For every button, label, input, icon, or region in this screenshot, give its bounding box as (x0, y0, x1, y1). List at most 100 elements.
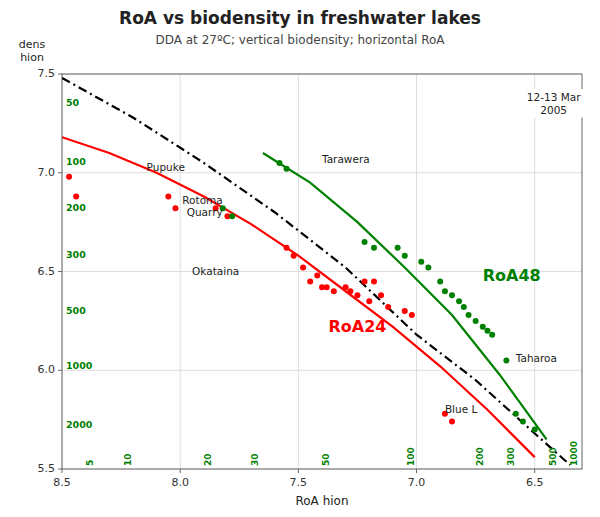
point (532, 427, 538, 433)
point (165, 193, 171, 199)
point (489, 332, 495, 338)
point (461, 304, 467, 310)
tick-mark (58, 271, 62, 272)
point (520, 419, 526, 425)
x-axis-label: RoA hion (295, 494, 348, 508)
tick-mark (58, 370, 62, 371)
point (362, 278, 368, 284)
tick-label: 7.0 (408, 476, 426, 489)
biodensity-label: 100 (66, 156, 86, 167)
point (456, 298, 462, 304)
annotation-group: Pupuke (147, 161, 185, 173)
tick-mark (534, 469, 535, 473)
grid (62, 74, 582, 469)
point (473, 318, 479, 324)
title: RoA vs biodensity in freshwater lakes (119, 8, 481, 28)
chart: RoA vs biodensity in freshwater lakes DDA… (0, 0, 600, 517)
annotation-line: 12-13 Mar (527, 91, 581, 103)
tick-label: 8.0 (171, 476, 189, 489)
point (442, 288, 448, 294)
biodensity-label: 200 (475, 447, 485, 466)
biodensity-label: 500 (66, 305, 86, 316)
biodensity-label: 1000 (66, 360, 93, 371)
point (378, 292, 384, 298)
annotation-group: Quarry (187, 206, 223, 218)
grid-line (62, 370, 582, 371)
point (371, 278, 377, 284)
point (418, 259, 424, 265)
grid-line (62, 172, 582, 173)
plot-frame (62, 74, 582, 469)
annotation-line: Pupuke (147, 161, 185, 173)
point (314, 272, 320, 278)
annotation-line: Rotoma (182, 194, 222, 206)
point (425, 265, 431, 271)
point (513, 411, 519, 417)
point (284, 166, 290, 172)
line (62, 78, 570, 465)
point (354, 292, 360, 298)
point (229, 213, 235, 219)
annotation: Blue L (445, 403, 478, 415)
point (449, 419, 455, 425)
point (402, 253, 408, 259)
line (62, 137, 535, 457)
y-axis-label-line: dens (19, 38, 46, 51)
annotation: RoA48 (483, 266, 541, 285)
annotation-group: Okataina (192, 265, 239, 277)
annotation-group: RoA24 (328, 317, 386, 336)
annotation-line: 2005 (540, 104, 567, 116)
point (307, 278, 313, 284)
tick-mark (58, 172, 62, 173)
annotation-line: RoA48 (483, 266, 541, 285)
biodensity-label: 1000 (569, 441, 579, 466)
tick-mark (298, 469, 299, 473)
point (503, 357, 509, 363)
point (362, 239, 368, 245)
subtitle: DDA at 27ºC; vertical biodensity; horizo… (155, 33, 445, 47)
annotation-line: Tarawera (321, 153, 370, 165)
annotation-group: Rotoma (182, 194, 222, 206)
biodensity-label: 500 (548, 447, 558, 466)
tick-mark (180, 469, 181, 473)
point (385, 304, 391, 310)
annotation-line: Quarry (187, 206, 223, 218)
annotation: RoA24 (328, 317, 386, 336)
point (284, 245, 290, 251)
point (449, 292, 455, 298)
biodensity-label: 300 (66, 249, 86, 260)
point (402, 308, 408, 314)
point (371, 245, 377, 251)
tick-label: 8.5 (53, 476, 71, 489)
point (324, 284, 330, 290)
tick-label: 7.5 (38, 67, 56, 80)
annotation-line: Okataina (192, 265, 239, 277)
point (73, 193, 79, 199)
point (409, 312, 415, 318)
point (347, 288, 353, 294)
point (395, 245, 401, 251)
biodensity-label: 10 (123, 453, 133, 466)
annotation: Pupuke (147, 161, 185, 173)
tick-label: 6.5 (38, 265, 56, 278)
biodensity-label: 50 (66, 97, 80, 108)
annotation: Quarry (187, 206, 223, 218)
annotation-group: Blue L (445, 403, 478, 415)
annotation-group: Taharoa (515, 352, 557, 364)
tick-mark (62, 469, 63, 473)
point (300, 265, 306, 271)
biodensity-label: 100 (406, 447, 416, 466)
tick-label: 7.0 (38, 166, 56, 179)
annotation: Rotoma (182, 194, 222, 206)
annotation-group: Tarawera (321, 153, 370, 165)
tick-label: 6.0 (38, 363, 56, 376)
line (263, 153, 547, 439)
point (331, 288, 337, 294)
tick-mark (416, 469, 417, 473)
y-axis-label-line: hion (20, 51, 44, 64)
annotation-line: Taharoa (515, 352, 557, 364)
point (291, 253, 297, 259)
data (62, 78, 570, 465)
point (172, 205, 178, 211)
biodensity-label: 30 (250, 453, 260, 466)
